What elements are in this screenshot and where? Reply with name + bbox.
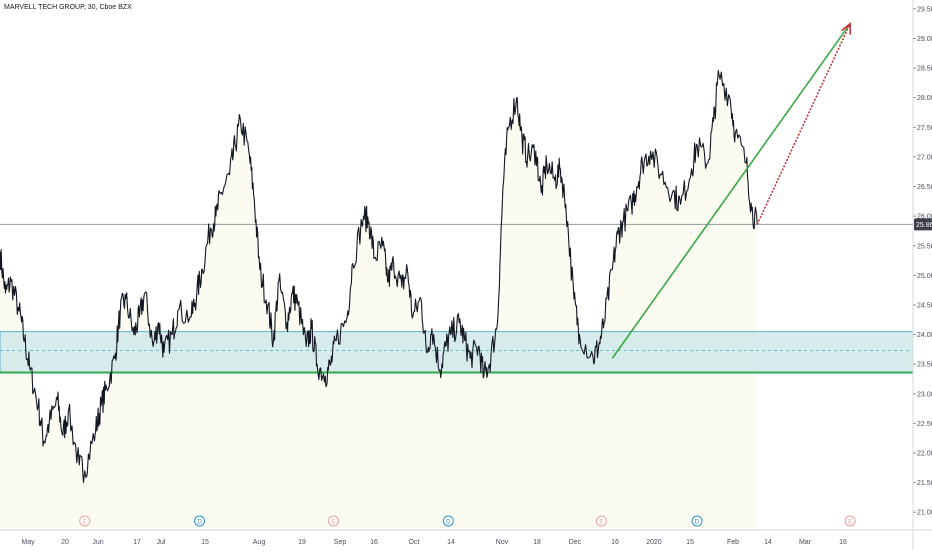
price-axis-label: 28.50	[917, 66, 932, 73]
time-axis-label: 17	[133, 539, 141, 546]
price-axis-label: 27.00	[917, 154, 932, 161]
demand-zone	[0, 331, 914, 373]
earnings-marker	[844, 515, 856, 527]
price-axis-label: 22.00	[917, 451, 932, 458]
price-axis-label: 25.00	[917, 273, 932, 280]
time-axis-label: Sep	[334, 539, 347, 546]
time-axis-label: Nov	[496, 539, 509, 546]
time-axis-label: Oct	[409, 539, 420, 546]
time-axis-label: Feb	[727, 539, 739, 546]
price-axis-label: 22.50	[917, 421, 932, 428]
dividend-marker-label: D	[446, 519, 451, 525]
symbol-title: MARVELL TECH GROUP, 30, Cboe BZX	[4, 4, 132, 11]
time-axis-label: Jul	[157, 539, 166, 546]
price-axis-label: 23.50	[917, 362, 932, 369]
dividend-marker	[194, 515, 206, 527]
price-axis-label: 29.50	[917, 6, 932, 13]
dividend-marker-label: D	[695, 519, 700, 525]
price-axis-label: 21.00	[917, 510, 932, 517]
time-axis-label: Aug	[253, 539, 266, 546]
time-axis-label: 18	[533, 539, 541, 546]
price-axis-label: 26.00	[917, 214, 932, 221]
projection-arrow-head	[841, 22, 852, 35]
time-axis-label: 2020	[646, 539, 662, 546]
price-axis-label: 23.00	[917, 391, 932, 398]
earnings-marker	[79, 515, 91, 527]
price-area-fill	[0, 70, 758, 530]
time-axis-label: 19	[298, 539, 306, 546]
price-axis-label: 25.50	[917, 243, 932, 250]
current-price-label: 25.86	[916, 222, 932, 229]
price-axis-label: 28.00	[917, 95, 932, 102]
earnings-marker-label: E	[599, 519, 603, 525]
rising-trendline	[611, 23, 851, 359]
price-axis-label: 27.50	[917, 125, 932, 132]
dividend-marker-label: D	[197, 519, 202, 525]
price-axis-label: 21.50	[917, 480, 932, 487]
earnings-marker-label: E	[848, 519, 852, 525]
earnings-marker-label: E	[83, 519, 87, 525]
price-axis-label: 29.00	[917, 36, 932, 43]
dividend-marker	[691, 515, 703, 527]
price-axis-label: 24.50	[917, 302, 932, 309]
time-axis-label: Jun	[92, 539, 103, 546]
time-axis-label: 14	[764, 539, 772, 546]
price-line-series	[0, 69, 758, 484]
time-axis-label: 14	[447, 539, 455, 546]
time-axis-label: 15	[201, 539, 209, 546]
time-axis-label: Dec	[569, 539, 582, 546]
time-axis-label: 16	[611, 539, 619, 546]
price-axis-label: 26.50	[917, 184, 932, 191]
time-axis-label: 20	[61, 539, 69, 546]
dividend-marker	[442, 515, 454, 527]
time-axis-label: Mar	[799, 539, 812, 546]
earnings-marker-label: E	[331, 519, 335, 525]
earnings-marker	[595, 515, 607, 527]
projection-arrow-line	[756, 23, 851, 225]
time-axis-label: May	[21, 539, 35, 546]
time-axis-label: 16	[839, 539, 847, 546]
time-axis-label: 16	[370, 539, 378, 546]
earnings-marker	[327, 515, 339, 527]
current-price-badge	[914, 218, 932, 231]
price-axis-label: 24.00	[917, 332, 932, 339]
time-axis-label: 15	[686, 539, 694, 546]
